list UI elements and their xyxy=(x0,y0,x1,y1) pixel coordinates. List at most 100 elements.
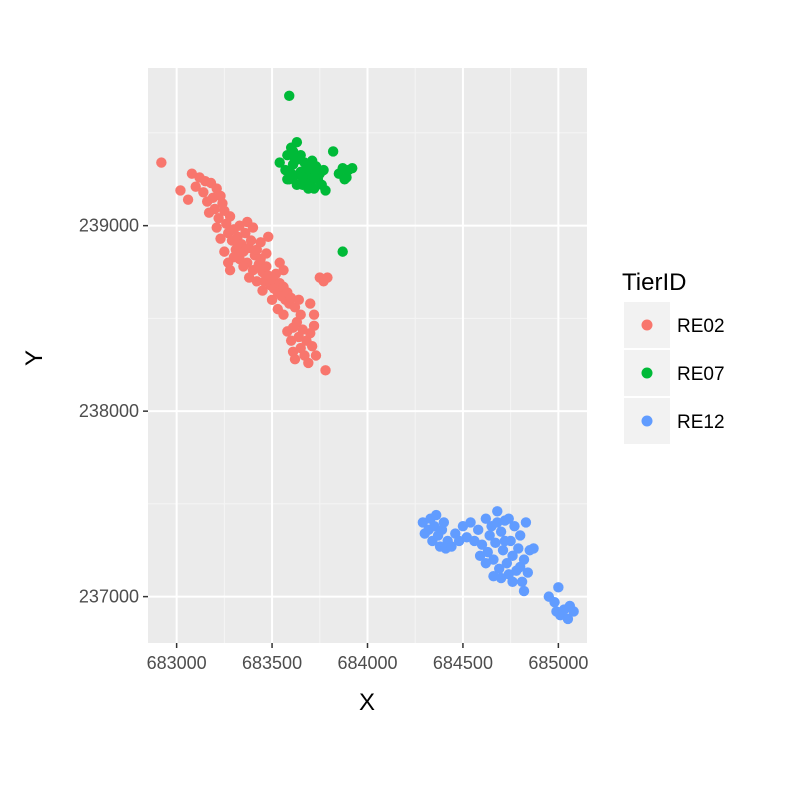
data-point-re02 xyxy=(278,309,289,320)
axis-ticks: 683000 683500 684000 684500 685000 237000 2380… xyxy=(79,216,588,673)
data-point-re02 xyxy=(215,233,226,244)
data-point-re12 xyxy=(549,596,560,608)
data-point-re07 xyxy=(291,179,303,191)
legend-title: TierID xyxy=(622,269,686,296)
data-point-re12 xyxy=(553,582,564,593)
data-point-re07 xyxy=(303,183,314,194)
legend-item-re02: RE02 xyxy=(624,302,725,348)
data-point-re02 xyxy=(222,257,234,268)
data-point-re02 xyxy=(308,309,320,320)
data-point-re12 xyxy=(514,530,526,541)
data-point-re02 xyxy=(255,237,266,248)
data-point-re12 xyxy=(490,537,501,549)
data-point-re02 xyxy=(219,246,230,257)
data-point-re12 xyxy=(484,530,495,541)
data-point-re12 xyxy=(473,524,484,536)
data-point-re12 xyxy=(509,520,520,532)
data-point-re02 xyxy=(261,261,272,272)
data-point-re02 xyxy=(289,354,301,365)
data-point-re12 xyxy=(492,517,503,528)
data-point-re12 xyxy=(503,513,514,524)
data-point-re12 xyxy=(518,585,530,597)
data-point-re02 xyxy=(156,157,167,168)
data-point-re02 xyxy=(322,272,333,283)
data-point-re12 xyxy=(516,576,528,587)
data-point-re02 xyxy=(175,185,186,196)
data-point-re02 xyxy=(224,211,236,222)
data-point-re02 xyxy=(278,264,289,276)
data-point-re02 xyxy=(251,276,262,287)
data-point-re12 xyxy=(446,541,457,552)
legend-item-re12: RE12 xyxy=(624,398,725,444)
x-tick-label: 684000 xyxy=(337,653,397,673)
data-point-re07 xyxy=(306,155,318,166)
data-point-re07 xyxy=(282,174,293,185)
data-point-re12 xyxy=(507,576,518,587)
data-point-re07 xyxy=(287,146,299,157)
data-point-re07 xyxy=(291,136,303,148)
data-point-re07 xyxy=(284,90,295,102)
grid-lines xyxy=(148,68,587,643)
data-points xyxy=(156,90,579,625)
legend-item-re07: RE07 xyxy=(624,350,725,396)
data-point-re12 xyxy=(495,526,507,537)
data-point-re12 xyxy=(494,563,505,575)
data-point-re02 xyxy=(247,222,259,233)
data-point-re12 xyxy=(568,606,579,617)
data-point-re12 xyxy=(480,513,492,524)
data-point-re02 xyxy=(232,239,243,250)
data-point-re02 xyxy=(263,231,274,242)
data-point-re02 xyxy=(190,181,201,192)
data-point-re12 xyxy=(438,517,450,528)
data-point-re02 xyxy=(306,341,318,352)
data-point-re07 xyxy=(320,185,331,196)
data-point-re12 xyxy=(513,543,524,554)
x-tick-label: 683500 xyxy=(242,653,302,673)
data-point-re12 xyxy=(492,506,503,517)
legend-label: RE02 xyxy=(677,316,725,337)
data-point-re07 xyxy=(337,246,348,257)
data-point-re02 xyxy=(310,350,322,361)
legend-key-dot xyxy=(641,319,653,331)
data-point-re07 xyxy=(339,174,350,185)
data-point-re12 xyxy=(480,558,492,569)
data-point-re02 xyxy=(305,298,316,309)
x-tick-label: 683000 xyxy=(147,653,207,673)
data-point-re12 xyxy=(514,561,526,573)
data-point-re02 xyxy=(198,187,209,198)
data-point-re12 xyxy=(551,606,562,617)
data-point-re12 xyxy=(501,558,513,569)
data-point-re02 xyxy=(303,357,314,369)
legend-key-dot xyxy=(641,415,653,427)
y-tick-label: 238000 xyxy=(79,401,139,421)
y-axis-title: Y xyxy=(21,350,48,366)
data-point-re12 xyxy=(499,535,511,547)
data-point-re12 xyxy=(562,613,574,625)
data-point-re07 xyxy=(347,162,358,174)
y-tick-label: 237000 xyxy=(79,587,139,607)
data-point-re02 xyxy=(293,294,304,306)
data-point-re02 xyxy=(261,248,272,259)
data-point-re02 xyxy=(209,203,221,215)
data-point-re02 xyxy=(266,294,278,306)
data-point-re02 xyxy=(211,222,222,233)
data-point-re12 xyxy=(528,543,539,554)
data-point-re07 xyxy=(274,157,285,168)
data-point-re02 xyxy=(240,227,251,239)
data-point-re07 xyxy=(327,146,339,157)
data-point-re02 xyxy=(257,285,268,296)
data-point-re12 xyxy=(476,539,488,550)
data-point-re12 xyxy=(507,550,518,562)
data-point-re02 xyxy=(245,235,257,246)
legend-label: RE12 xyxy=(677,412,725,433)
data-point-re02 xyxy=(238,261,249,272)
data-point-re12 xyxy=(431,509,442,521)
legend-items: RE02 RE07 RE12 xyxy=(624,302,725,444)
data-point-re12 xyxy=(520,517,532,528)
data-point-re12 xyxy=(495,572,507,584)
x-tick-label: 685000 xyxy=(528,653,588,673)
data-point-re12 xyxy=(465,517,476,528)
data-point-re02 xyxy=(213,213,224,224)
data-point-re02 xyxy=(320,365,331,376)
